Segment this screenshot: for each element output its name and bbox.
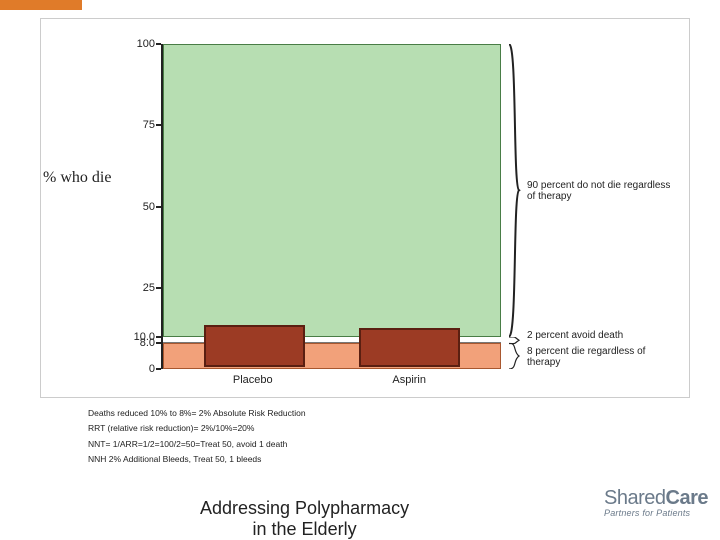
annotation-label: 2 percent avoid death xyxy=(527,330,677,341)
footnotes: Deaths reduced 10% to 8%= 2% Absolute Ri… xyxy=(88,406,306,467)
brand-logo: SharedCare Partners for Patients xyxy=(604,487,708,518)
page-title-line2: in the Elderly xyxy=(200,519,409,540)
page-title: Addressing Polypharmacy in the Elderly xyxy=(200,498,409,540)
note-line: NNT= 1/ARR=1/2=100/2=50=Treat 50, avoid … xyxy=(88,437,306,452)
bar xyxy=(204,325,305,367)
chart-container: % who die 08.010.0255075100 PlaceboAspir… xyxy=(40,18,690,398)
logo-text-b: Care xyxy=(666,487,708,509)
y-tick-label: 50 xyxy=(127,201,155,213)
chart-region xyxy=(163,44,501,337)
annotation-label: 8 percent die regardless of therapy xyxy=(527,346,677,368)
y-tick-label: 0 xyxy=(127,363,155,375)
annotation-label: 90 percent do not die regardless of ther… xyxy=(527,180,677,202)
bar xyxy=(359,328,460,367)
y-tick-label: 75 xyxy=(127,119,155,131)
y-axis-title: % who die xyxy=(43,169,111,187)
y-tick-label: 10.0 xyxy=(127,331,155,343)
note-line: RRT (relative risk reduction)= 2%/10%=20… xyxy=(88,421,306,436)
note-line: Deaths reduced 10% to 8%= 2% Absolute Ri… xyxy=(88,406,306,421)
x-category-label: Aspirin xyxy=(379,374,439,386)
brace-icon xyxy=(507,44,525,337)
x-category-label: Placebo xyxy=(223,374,283,386)
note-line: NNH 2% Additional Bleeds, Treat 50, 1 bl… xyxy=(88,452,306,467)
logo-text-a: Shared xyxy=(604,487,666,509)
y-tick-label: 100 xyxy=(127,38,155,50)
page-title-line1: Addressing Polypharmacy xyxy=(200,498,409,519)
plot-area xyxy=(161,44,501,369)
brace-icon xyxy=(507,343,525,369)
logo-wordmark: SharedCare xyxy=(604,487,708,510)
y-tick-label: 25 xyxy=(127,282,155,294)
top-accent-bar xyxy=(0,0,82,10)
